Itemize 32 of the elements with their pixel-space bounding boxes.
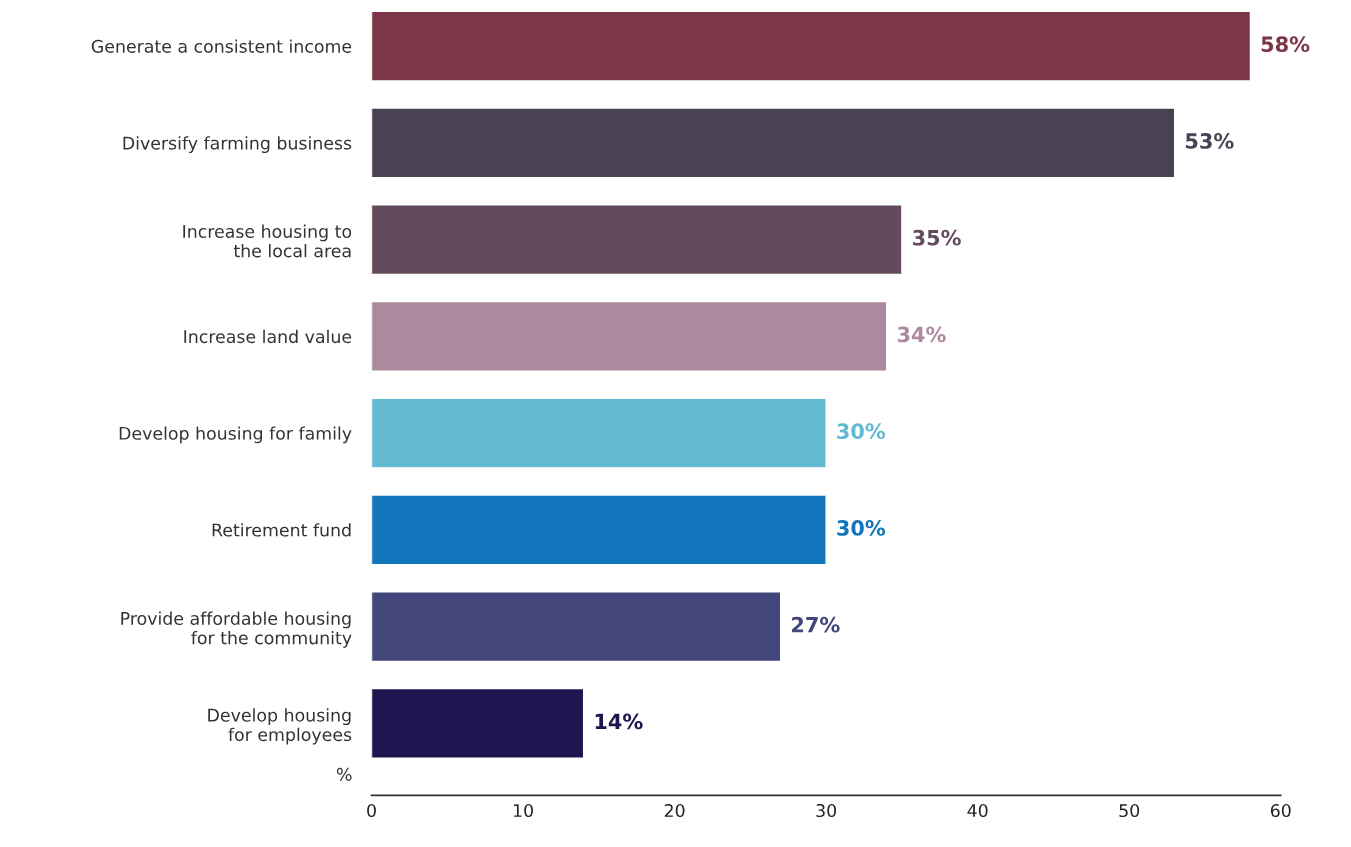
y-tick-label: Develop housing for employees [208, 708, 352, 745]
x-tick-label: 20 [664, 803, 685, 818]
bar [371, 590, 782, 663]
data-label: 14% [595, 713, 643, 730]
x-tick-label: 60 [1270, 803, 1291, 818]
bar [371, 397, 827, 469]
x-tick-label: 10 [513, 803, 533, 818]
data-label: 53% [1186, 133, 1234, 149]
data-label: 30% [837, 520, 886, 536]
y-tick-label: Provide affordable housing for the community [121, 611, 352, 648]
bar [371, 107, 1176, 179]
bar [371, 10, 1252, 82]
data-label: 27% [792, 616, 840, 633]
data-label: 30% [837, 423, 886, 440]
x-tick-label: 30 [816, 803, 837, 818]
y-tick-label: Increase housing to the local area [183, 224, 352, 258]
data-label: 35% [913, 229, 961, 246]
bar [371, 687, 585, 759]
data-label: 34% [897, 326, 946, 343]
bar [371, 494, 827, 566]
x-tick-label: 0 [367, 803, 376, 818]
bar [371, 300, 888, 372]
y-tick-label: Develop housing for family [119, 426, 352, 444]
data-label: 58% [1261, 36, 1310, 53]
y-tick-label: Diversify farming business [123, 136, 352, 153]
y-tick-label: Retirement fund [212, 523, 351, 537]
bar [371, 204, 903, 276]
y-tick-label: Generate a consistent income [91, 39, 352, 53]
x-tick-label: 50 [1119, 803, 1140, 818]
y-tick-label: Increase land value [184, 329, 352, 344]
x-tick-label: 40 [967, 803, 988, 818]
x-axis-title: % [336, 767, 352, 781]
